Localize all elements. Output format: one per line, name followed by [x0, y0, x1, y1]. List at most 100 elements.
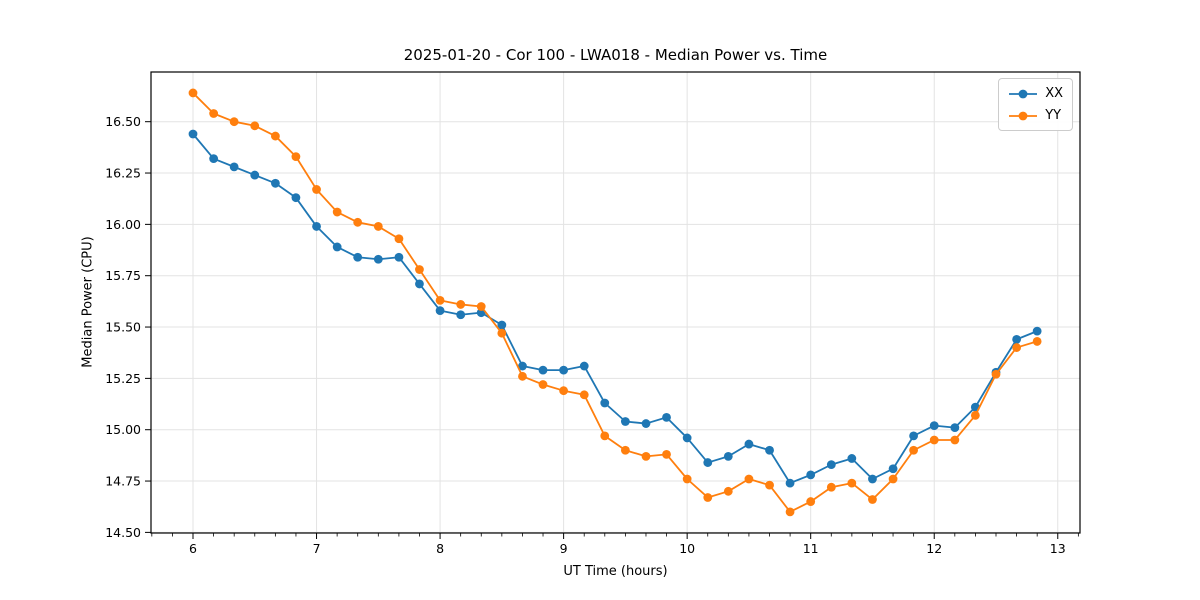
data-point — [373, 222, 383, 231]
data-point — [826, 482, 836, 492]
data-point — [826, 460, 836, 470]
data-point — [188, 129, 198, 139]
data-point — [559, 365, 569, 375]
data-point — [888, 464, 898, 474]
data-point — [744, 439, 754, 449]
data-point — [456, 310, 466, 320]
y-tick-label: 16.00 — [105, 217, 141, 232]
data-point — [291, 152, 301, 162]
plot-frame — [150, 71, 1081, 534]
axes-ticks: 6 7 8 9 10 11 12 13 14.50 14.75 15.00 15.25 15.50 15.… — [105, 114, 1079, 556]
data-point — [497, 328, 507, 338]
data-point — [250, 121, 260, 131]
data-point — [909, 445, 918, 455]
data-point — [229, 117, 239, 127]
data-point — [229, 162, 239, 172]
data-point — [332, 242, 342, 252]
data-point — [538, 380, 548, 389]
data-point — [765, 445, 774, 455]
data-point — [929, 435, 939, 445]
legend-label: XX — [1045, 86, 1063, 101]
data-point — [682, 433, 692, 443]
data-point — [600, 398, 610, 408]
data-point — [497, 320, 507, 330]
data-point — [950, 435, 960, 445]
x-axis-label: UT Time (hours) — [563, 564, 668, 579]
data-point — [723, 486, 733, 496]
data-point — [476, 302, 486, 311]
data-point — [373, 254, 383, 264]
data-point — [456, 300, 466, 309]
y-tick-label: 15.25 — [105, 371, 141, 386]
data-point — [1032, 337, 1042, 346]
data-point — [785, 478, 795, 488]
data-point — [435, 306, 445, 316]
data-point — [703, 458, 713, 467]
x-tick-label: 10 — [679, 541, 695, 556]
data-point — [353, 252, 363, 262]
x-tick-label: 6 — [189, 541, 197, 556]
x-tick-label: 11 — [803, 541, 819, 556]
data-point — [950, 423, 960, 433]
data-point — [806, 470, 816, 480]
y-tick-label: 15.50 — [105, 320, 141, 335]
data-point — [312, 185, 321, 194]
data-point — [209, 154, 219, 164]
data-point — [868, 474, 877, 484]
legend-label: YY — [1045, 108, 1062, 123]
data-point — [559, 386, 569, 396]
x-tick-label: 13 — [1050, 541, 1066, 556]
data-point — [600, 431, 610, 441]
data-point — [888, 474, 898, 484]
data-point — [991, 369, 1001, 379]
y-tick-label: 16.50 — [105, 114, 141, 129]
data-point — [929, 421, 939, 431]
data-point — [271, 178, 280, 188]
y-tick-label: 14.50 — [105, 525, 141, 540]
data-point — [1012, 343, 1022, 352]
data-point — [394, 252, 404, 262]
data-point — [909, 431, 918, 441]
legend-line-marker-icon — [1009, 111, 1038, 120]
data-point — [744, 474, 754, 484]
y-tick-label: 16.25 — [105, 166, 141, 181]
gridlines — [151, 72, 1080, 533]
data-point — [394, 234, 404, 244]
data-point — [723, 452, 733, 461]
data-point — [415, 279, 424, 289]
data-point — [188, 88, 198, 98]
series-xx — [188, 129, 1042, 488]
data-point — [579, 361, 589, 371]
x-tick-label: 12 — [926, 541, 942, 556]
data-point — [765, 480, 774, 490]
data-point — [291, 193, 301, 203]
legend-line-marker-icon — [1009, 89, 1038, 98]
data-point — [250, 170, 260, 180]
data-point — [435, 295, 445, 305]
chart-title: 2025-01-20 - Cor 100 - LWA018 - Median P… — [403, 46, 828, 64]
data-point — [271, 131, 280, 141]
data-point — [806, 497, 816, 506]
data-point — [518, 371, 527, 381]
data-point — [1012, 334, 1022, 344]
x-tick-label: 7 — [313, 541, 321, 556]
y-tick-label: 15.75 — [105, 268, 141, 283]
data-point — [332, 207, 342, 217]
series-yy — [188, 88, 1042, 517]
y-tick-label: 15.00 — [105, 422, 141, 437]
data-point — [312, 222, 321, 231]
data-point — [641, 452, 651, 461]
data-point — [662, 449, 671, 459]
data-point — [970, 410, 980, 420]
data-point — [620, 417, 630, 426]
data-point — [641, 419, 651, 428]
data-point — [847, 478, 857, 488]
data-point — [662, 412, 671, 422]
data-point — [703, 493, 713, 502]
data-point — [1032, 326, 1042, 336]
data-point — [847, 454, 857, 463]
data-point — [620, 445, 630, 455]
data-point — [209, 109, 219, 118]
